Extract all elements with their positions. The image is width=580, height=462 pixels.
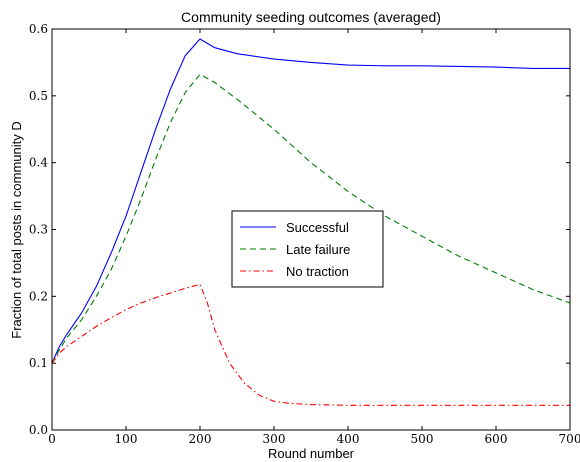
- series-line-0: [51, 38, 570, 364]
- x-axis: 0 100 200 300 400 500 600 700: [48, 29, 580, 446]
- y-tick-label: 0.4: [29, 156, 48, 170]
- x-tick-label: 600: [485, 432, 508, 446]
- series-line-2: [51, 283, 570, 406]
- legend: Successful Late failure No traction: [231, 210, 384, 288]
- y-tick-label: 0.6: [29, 22, 48, 36]
- series-line-1: [51, 73, 571, 364]
- x-tick-label: 0: [48, 432, 56, 446]
- x-tick-label: 200: [189, 432, 212, 446]
- y-axis-label: Fraction of total posts in community D: [9, 121, 24, 338]
- x-tick-label: 500: [411, 432, 434, 446]
- legend-box: [231, 210, 384, 288]
- y-tick-label: 0.0: [29, 423, 48, 437]
- x-axis-label: Round number: [268, 446, 355, 461]
- y-tick-label: 0.2: [29, 289, 48, 303]
- plot-area: [51, 38, 571, 406]
- y-tick-label: 0.5: [29, 89, 48, 103]
- legend-label-2: No traction: [286, 264, 349, 279]
- y-tick-label: 0.1: [29, 356, 48, 370]
- legend-label-0: Successful: [286, 220, 349, 235]
- chart-title: Community seeding outcomes (averaged): [181, 9, 441, 25]
- legend-label-1: Late failure: [286, 242, 350, 257]
- y-tick-label: 0.3: [29, 223, 48, 237]
- y-axis: 0.0 0.1 0.2 0.3 0.4 0.5 0.6: [29, 22, 570, 437]
- x-tick-label: 100: [115, 432, 138, 446]
- x-tick-label: 400: [337, 432, 360, 446]
- x-tick-label: 300: [263, 432, 286, 446]
- x-tick-label: 700: [559, 432, 580, 446]
